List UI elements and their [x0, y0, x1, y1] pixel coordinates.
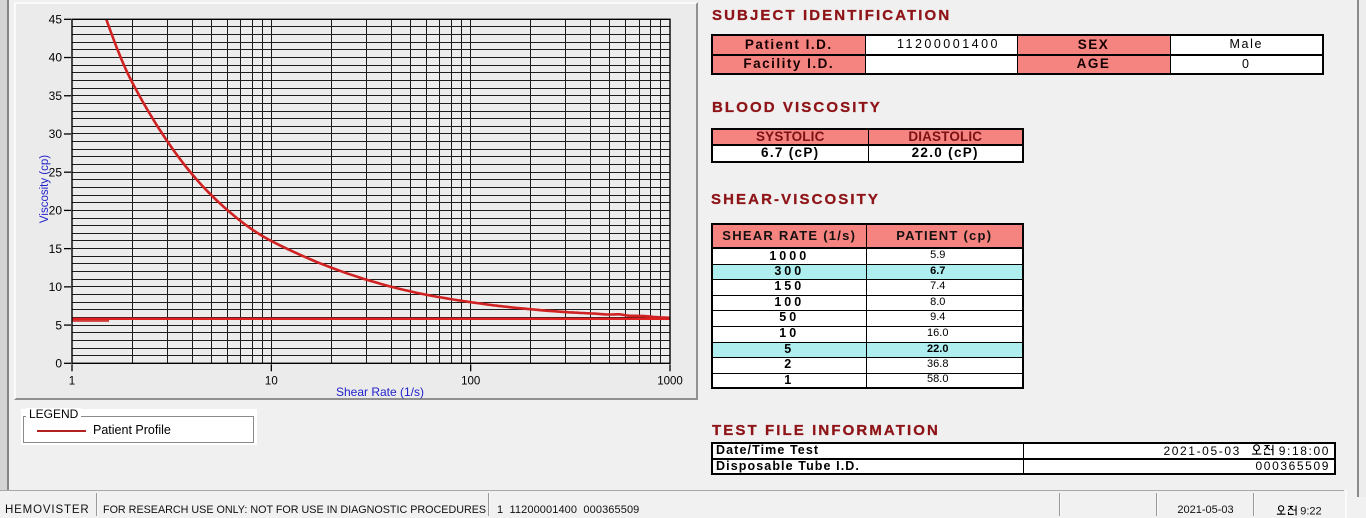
svg-text:1000: 1000: [657, 375, 683, 387]
svg-text:20: 20: [49, 204, 63, 218]
svg-text:1: 1: [69, 375, 75, 387]
svg-text:15: 15: [49, 242, 63, 256]
svg-text:10: 10: [49, 280, 63, 294]
svg-text:100: 100: [461, 375, 480, 387]
svg-text:35: 35: [49, 89, 63, 103]
svg-text:5: 5: [55, 318, 62, 332]
svg-text:30: 30: [49, 127, 63, 141]
svg-text:45: 45: [49, 13, 63, 27]
svg-text:Viscosity (cp): Viscosity (cp): [39, 155, 51, 223]
svg-text:10: 10: [265, 375, 278, 387]
svg-text:40: 40: [49, 51, 63, 65]
svg-text:0: 0: [55, 357, 62, 371]
svg-text:Shear Rate (1/s): Shear Rate (1/s): [336, 385, 424, 399]
svg-text:25: 25: [49, 165, 63, 179]
